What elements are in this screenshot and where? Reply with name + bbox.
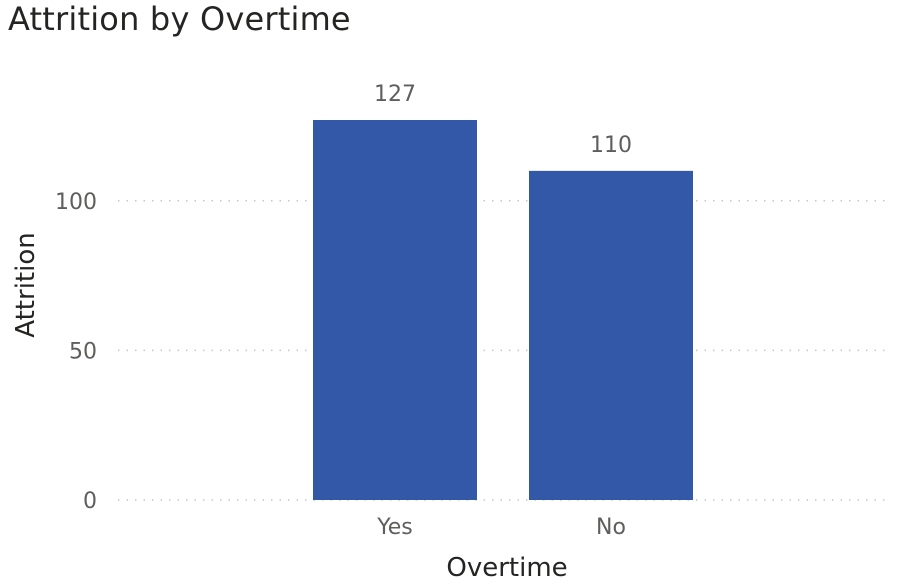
- data-labels: 127 110: [374, 82, 632, 158]
- y-tick-label: 50: [69, 339, 97, 364]
- y-axis-title: Attrition: [11, 232, 41, 337]
- x-axis-title: Overtime: [446, 553, 567, 583]
- y-tick-label: 0: [83, 489, 97, 514]
- x-axis-ticks: Yes No: [376, 515, 626, 540]
- y-tick-label: 100: [55, 190, 97, 215]
- gridlines: [118, 200, 889, 501]
- y-axis-ticks: 0 50 100: [55, 190, 97, 514]
- data-label-no: 110: [590, 133, 632, 158]
- x-tick-label-yes: Yes: [376, 515, 413, 540]
- x-tick-label-no: No: [596, 515, 626, 540]
- bar-no[interactable]: [529, 170, 693, 500]
- chart-title: Attrition by Overtime: [8, 0, 351, 38]
- data-label-yes: 127: [374, 82, 416, 107]
- bar-yes[interactable]: [313, 120, 477, 500]
- bars: [313, 120, 693, 500]
